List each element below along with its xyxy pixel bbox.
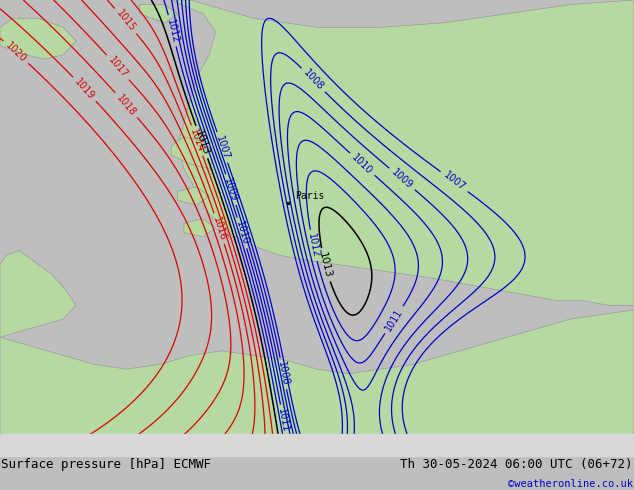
Text: Th 30-05-2024 06:00 UTC (06+72): Th 30-05-2024 06:00 UTC (06+72) <box>400 458 633 471</box>
Polygon shape <box>139 4 178 23</box>
Text: Surface pressure [hPa] ECMWF: Surface pressure [hPa] ECMWF <box>1 458 211 471</box>
Text: 1007: 1007 <box>214 134 231 161</box>
Text: 1007: 1007 <box>441 170 467 193</box>
Text: 1015: 1015 <box>114 8 137 34</box>
Text: 1019: 1019 <box>73 76 96 101</box>
Text: 1012: 1012 <box>306 232 321 259</box>
Polygon shape <box>171 0 634 305</box>
Text: 1011: 1011 <box>384 307 404 333</box>
Bar <box>0 434 634 456</box>
Polygon shape <box>171 137 216 169</box>
Text: 1012: 1012 <box>165 18 180 44</box>
Polygon shape <box>184 219 216 237</box>
Text: 1016: 1016 <box>211 216 228 242</box>
Text: 1017: 1017 <box>106 55 130 80</box>
Text: 1020: 1020 <box>4 40 29 64</box>
Text: 1018: 1018 <box>115 93 138 118</box>
Text: Paris: Paris <box>295 191 324 201</box>
Text: 1010: 1010 <box>350 152 375 176</box>
Polygon shape <box>0 18 76 59</box>
Polygon shape <box>178 187 209 205</box>
Text: 1014: 1014 <box>188 127 206 154</box>
Text: 1009: 1009 <box>223 176 240 203</box>
Text: ©weatheronline.co.uk: ©weatheronline.co.uk <box>508 479 633 490</box>
Text: 1009: 1009 <box>389 167 415 191</box>
Text: 1013: 1013 <box>193 128 210 156</box>
Polygon shape <box>0 310 634 456</box>
Text: 1008: 1008 <box>276 361 290 387</box>
Text: 1010: 1010 <box>234 220 250 246</box>
Text: 1013: 1013 <box>318 251 333 279</box>
Polygon shape <box>0 250 76 337</box>
Text: 1011: 1011 <box>276 407 291 433</box>
Text: 1008: 1008 <box>301 68 325 92</box>
